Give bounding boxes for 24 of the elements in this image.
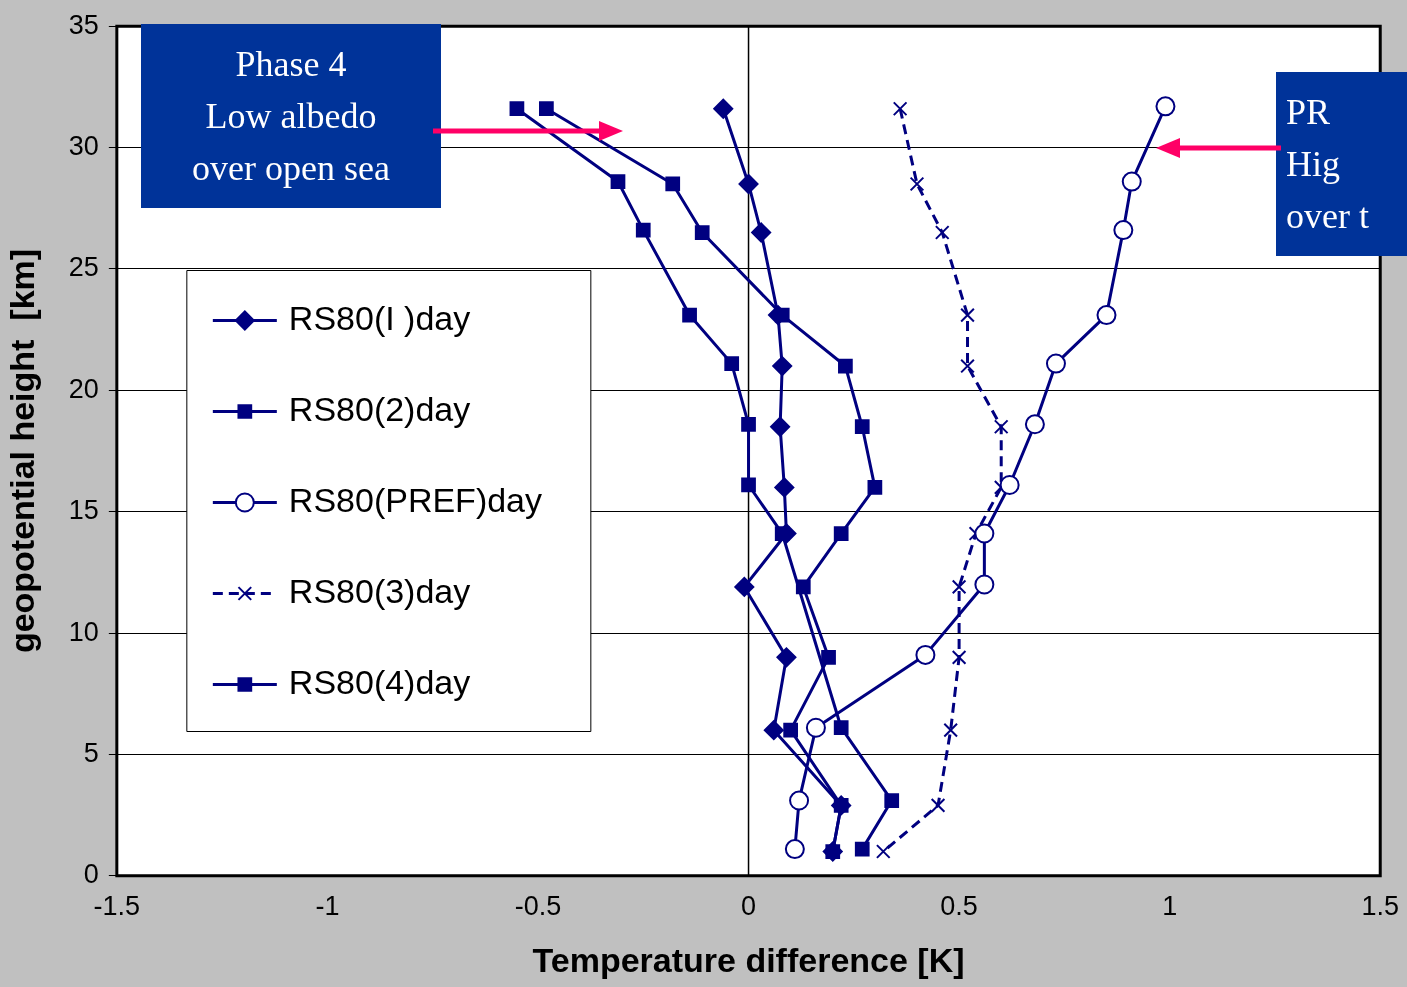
y-tick-label: 0 xyxy=(83,859,99,890)
y-tick-label: 20 xyxy=(68,373,99,404)
legend-label: RS80(PREF)day xyxy=(288,480,543,519)
x-tick-label: 1.5 xyxy=(1361,891,1400,922)
x-tick-label: -1 xyxy=(315,891,340,922)
legend-label: RS80(3)day xyxy=(288,571,471,610)
x-tick-label: -0.5 xyxy=(514,891,562,922)
legend-label: RS80(4)day xyxy=(288,662,471,701)
y-tick-label: 35 xyxy=(68,9,99,40)
annotation: Phase 4 Low albedo over open sea xyxy=(141,24,441,208)
y-axis-title: geopotential height [km] xyxy=(2,248,41,654)
x-tick-label: 1 xyxy=(1162,891,1178,922)
legend-label: RS80(I )day xyxy=(288,298,471,337)
y-tick-label: 15 xyxy=(68,495,99,526)
y-tick-label: 25 xyxy=(68,252,99,283)
x-axis-title: Temperature difference [K] xyxy=(532,940,965,979)
y-tick-label: 10 xyxy=(68,616,99,647)
x-tick-label: 0 xyxy=(741,891,757,922)
annotation: PR Hig over t xyxy=(1276,72,1407,256)
x-tick-label: -1.5 xyxy=(93,891,141,922)
y-tick-label: 30 xyxy=(68,131,99,162)
y-tick-label: 5 xyxy=(83,737,99,768)
x-tick-label: 0.5 xyxy=(940,891,978,922)
legend-label: RS80(2)day xyxy=(288,389,471,428)
